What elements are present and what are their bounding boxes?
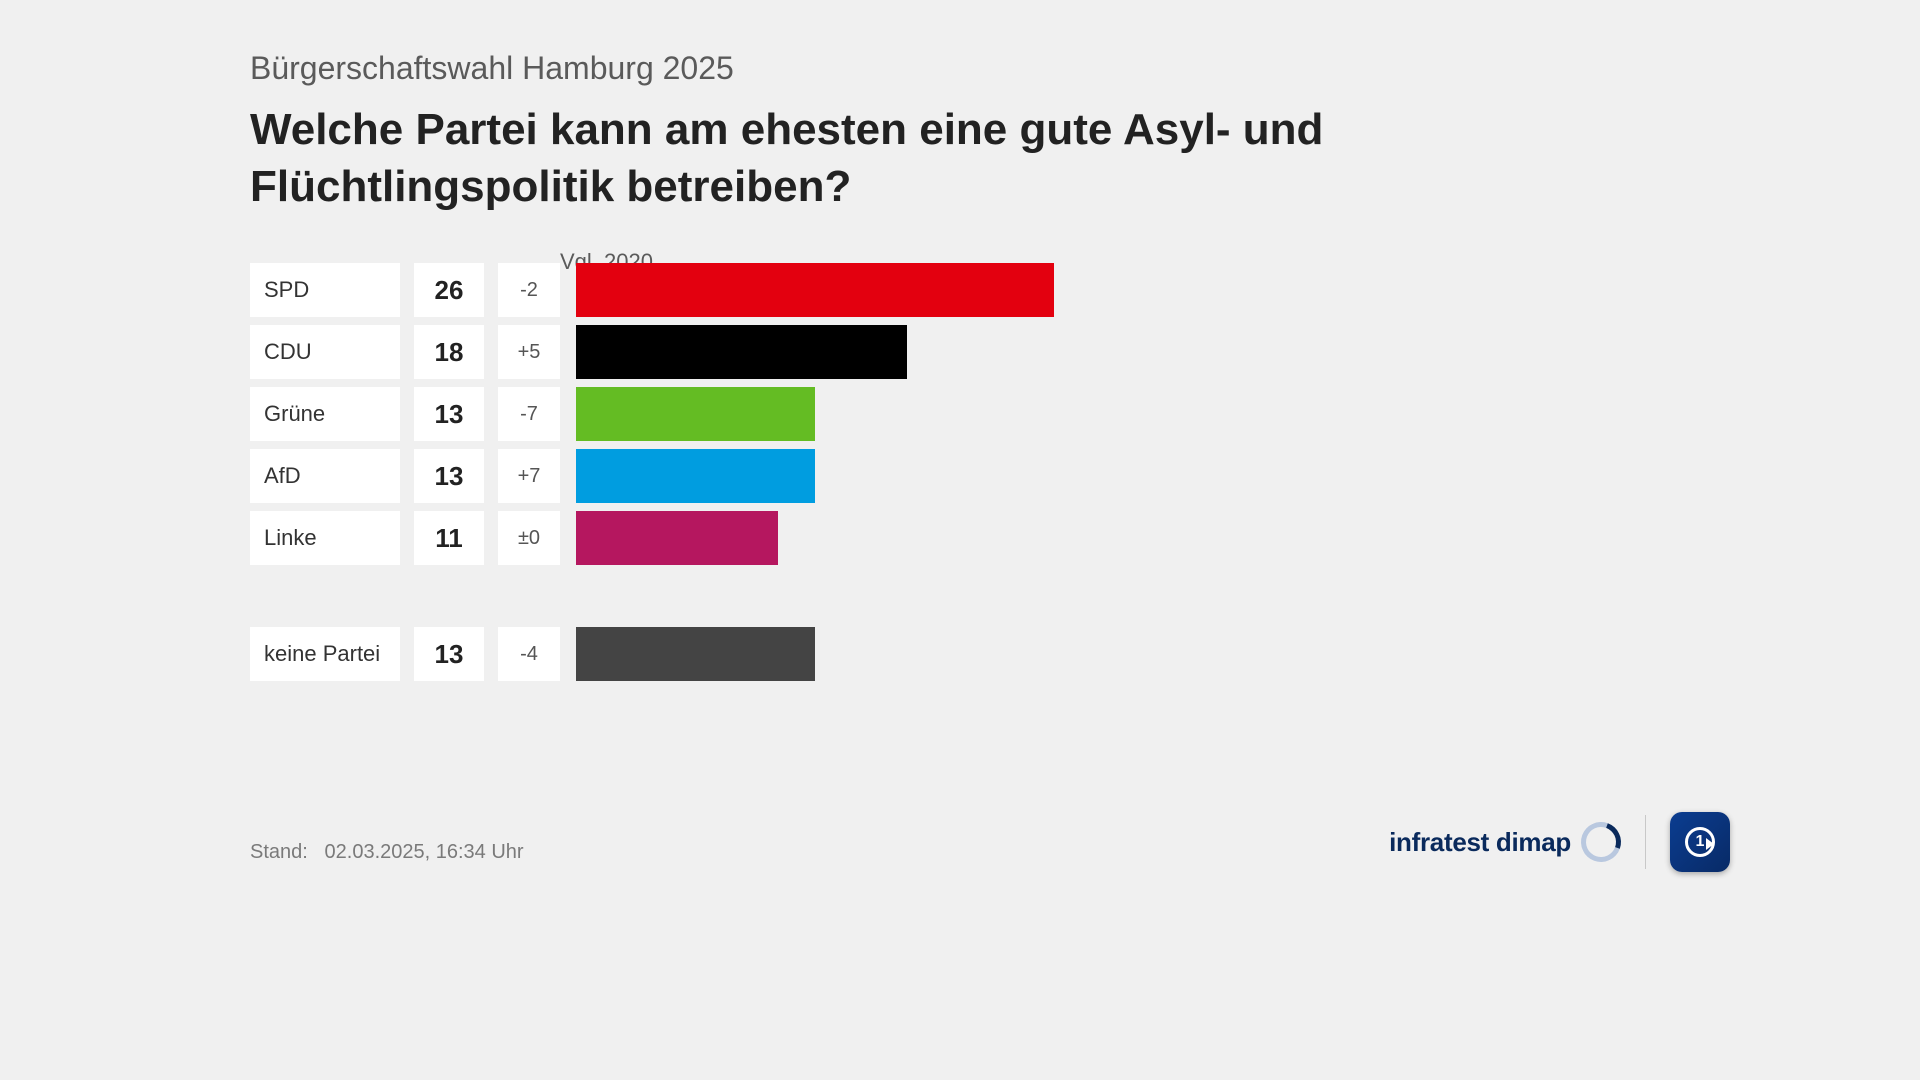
bar-area: [576, 449, 1670, 503]
timestamp: Stand: 02.03.2025, 16:34 Uhr: [250, 841, 524, 864]
row-value: 26: [414, 263, 484, 317]
row-value: 18: [414, 325, 484, 379]
bar-area: [576, 387, 1670, 441]
chart-slide: Bürgerschaftswahl Hamburg 2025 Welche Pa…: [0, 0, 1920, 1080]
bar-area: [576, 325, 1670, 379]
bar-area: [576, 263, 1670, 317]
bar-area: [576, 511, 1670, 565]
row-delta: -2: [498, 263, 560, 317]
row-label: SPD: [250, 263, 400, 317]
infratest-logo-icon: [1574, 815, 1627, 868]
bar: [576, 387, 815, 441]
table-row: Linke 11 ±0: [250, 511, 1670, 565]
table-row: keine Partei 13 -4: [250, 627, 1670, 681]
ard-logo-icon: 1: [1670, 812, 1730, 872]
bar: [576, 449, 815, 503]
row-value: 13: [414, 449, 484, 503]
logo-separator: [1645, 815, 1646, 869]
row-label: Grüne: [250, 387, 400, 441]
row-delta: ±0: [498, 511, 560, 565]
row-value: 11: [414, 511, 484, 565]
row-value: 13: [414, 387, 484, 441]
row-delta: -7: [498, 387, 560, 441]
stand-label: Stand:: [250, 841, 308, 863]
supertitle: Bürgerschaftswahl Hamburg 2025: [250, 50, 1670, 87]
row-value: 13: [414, 627, 484, 681]
row-delta: +7: [498, 449, 560, 503]
table-row: Grüne 13 -7: [250, 387, 1670, 441]
row-label: keine Partei: [250, 627, 400, 681]
stand-value: 02.03.2025, 16:34 Uhr: [325, 841, 524, 863]
bar: [576, 263, 1054, 317]
bar: [576, 627, 815, 681]
bar-area: [576, 627, 1670, 681]
logo-area: infratest dimap 1: [1389, 812, 1730, 872]
ard-logo-label: 1: [1685, 827, 1715, 857]
table-row: CDU 18 +5: [250, 325, 1670, 379]
bar: [576, 511, 778, 565]
main-title: Welche Partei kann am ehesten eine gute …: [250, 101, 1450, 215]
bar: [576, 325, 907, 379]
row-delta: -4: [498, 627, 560, 681]
table-row: SPD 26 -2: [250, 263, 1670, 317]
row-delta: +5: [498, 325, 560, 379]
table-row: AfD 13 +7: [250, 449, 1670, 503]
row-label: CDU: [250, 325, 400, 379]
chart-canvas: Bürgerschaftswahl Hamburg 2025 Welche Pa…: [160, 0, 1760, 900]
bar-chart: SPD 26 -2 CDU 18 +5 Grüne 13 -7 AfD 13 +7 Linke 11 ±0 k…: [250, 263, 1670, 681]
infratest-logo-text: infratest dimap: [1389, 827, 1571, 858]
row-label: Linke: [250, 511, 400, 565]
row-label: AfD: [250, 449, 400, 503]
